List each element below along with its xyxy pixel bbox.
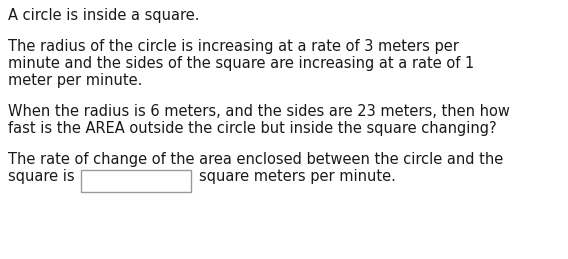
Text: When the radius is 6 meters, and the sides are 23 meters, then how: When the radius is 6 meters, and the sid… <box>8 104 510 119</box>
Text: A circle is inside a square.: A circle is inside a square. <box>8 8 199 23</box>
Text: minute and the sides of the square are increasing at a rate of 1: minute and the sides of the square are i… <box>8 56 474 71</box>
Text: meter per minute.: meter per minute. <box>8 73 143 88</box>
Text: square is: square is <box>8 169 74 184</box>
Text: square meters per minute.: square meters per minute. <box>199 169 396 184</box>
Text: The rate of change of the area enclosed between the circle and the: The rate of change of the area enclosed … <box>8 152 503 167</box>
Text: fast is the AREA outside the circle but inside the square changing?: fast is the AREA outside the circle but … <box>8 121 496 136</box>
Text: The radius of the circle is increasing at a rate of 3 meters per: The radius of the circle is increasing a… <box>8 39 459 54</box>
Bar <box>81 170 191 192</box>
